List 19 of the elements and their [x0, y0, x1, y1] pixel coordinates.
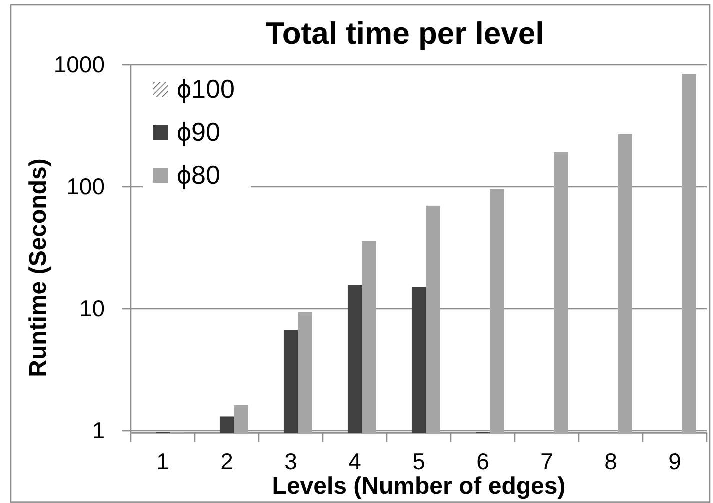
legend-label: ϕ100	[177, 74, 235, 104]
x-tick-label: 2	[220, 448, 234, 475]
chart-title: Total time per level	[266, 16, 544, 51]
y-tick-label: 1	[92, 417, 105, 444]
y-tick-label: 10	[79, 295, 105, 322]
x-tick-label: 9	[668, 448, 682, 475]
x-tick-label: 6	[476, 448, 490, 475]
y-axis-title: Runtime (Seconds)	[25, 158, 52, 378]
legend-label: ϕ90	[177, 117, 220, 147]
x-tick-label: 8	[604, 448, 618, 475]
x-tick-label: 7	[540, 448, 554, 475]
x-tick-label: 5	[412, 448, 426, 475]
x-tick-label: 1	[156, 448, 170, 475]
x-tick-label: 4	[348, 448, 362, 475]
y-tick-label: 100	[66, 173, 105, 200]
y-tick-label: 1000	[54, 51, 105, 78]
x-axis-title: Levels (Number of edges)	[272, 473, 566, 500]
x-tick-label: 3	[284, 448, 298, 475]
legend-label: ϕ80	[177, 160, 220, 190]
